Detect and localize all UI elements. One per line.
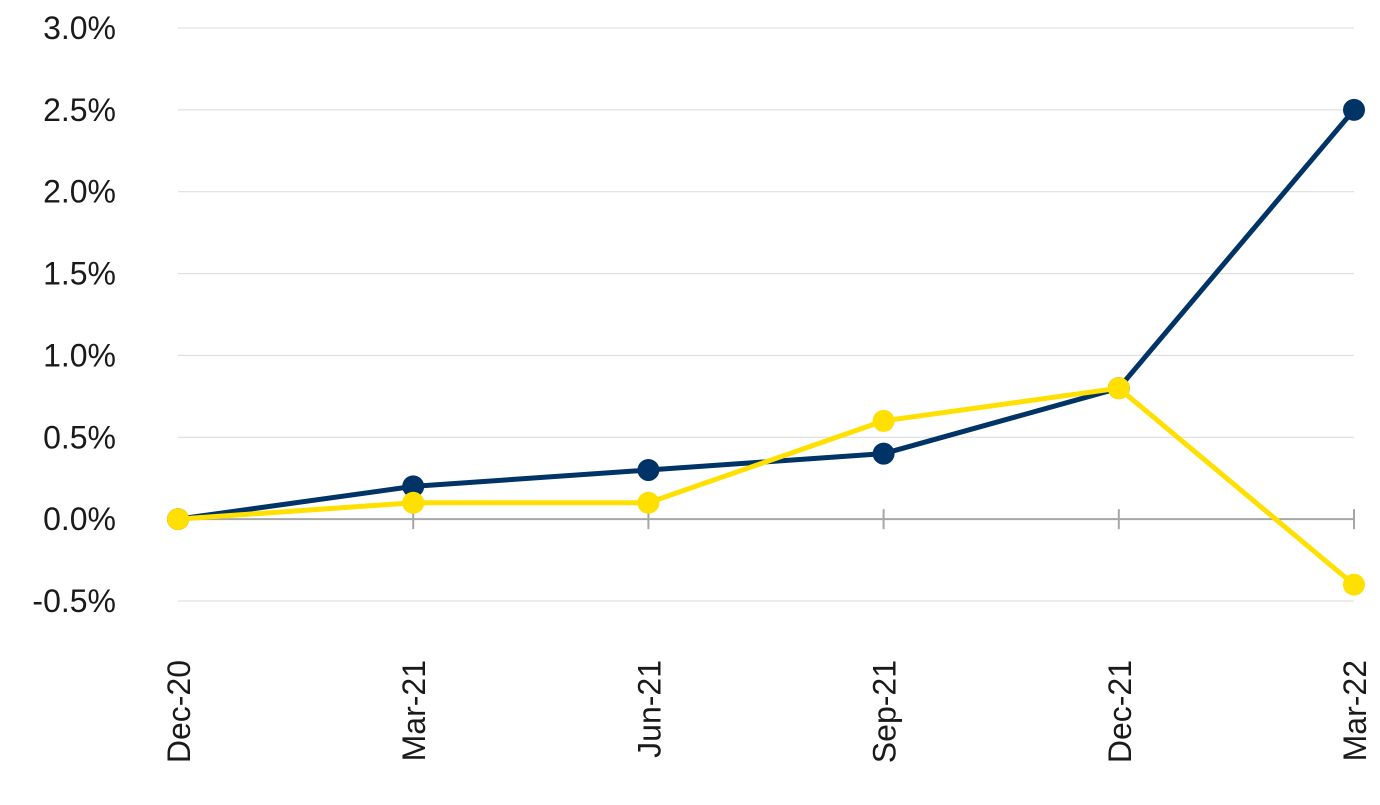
x-tick-label: Dec-20: [161, 660, 197, 763]
series-line: [175, 107, 1357, 522]
x-tick-label: Mar-21: [396, 660, 432, 761]
y-tick-label: 1.0%: [43, 337, 116, 373]
x-axis: [177, 509, 1355, 530]
y-tick-label: 2.5%: [43, 92, 116, 128]
data-point: [1107, 377, 1130, 400]
series-lines: [167, 98, 1365, 596]
data-point: [167, 508, 189, 531]
y-axis-tick-labels: 3.0% 2.5% 2.0% 1.5% 1.0% 0.5% 0.0% -0.5%: [32, 10, 116, 619]
series-2: [167, 377, 1365, 596]
data-point: [872, 442, 895, 465]
y-tick-label: 3.0%: [43, 10, 116, 46]
y-tick-label: 0.0%: [43, 501, 116, 537]
data-point: [402, 475, 425, 498]
data-point: [872, 409, 895, 432]
y-tick-label: 2.0%: [43, 174, 116, 210]
y-tick-label: 1.5%: [43, 256, 116, 292]
series-1: [167, 98, 1365, 531]
gridlines: [178, 27, 1354, 602]
x-tick-label: Dec-21: [1102, 660, 1138, 763]
data-point: [637, 459, 660, 482]
x-axis-tick-labels: Dec-20 Mar-21 Jun-21 Sep-21 Dec-21 Mar-22: [161, 660, 1373, 763]
x-tick-label: Sep-21: [867, 660, 903, 763]
y-tick-label: 0.5%: [43, 419, 116, 455]
data-point: [1343, 98, 1365, 121]
x-tick-label: Jun-21: [631, 660, 667, 758]
data-point: [1343, 573, 1365, 596]
y-tick-label: -0.5%: [32, 583, 116, 619]
series-line: [175, 385, 1357, 588]
x-tick-label: Mar-22: [1337, 660, 1373, 761]
data-point: [637, 491, 660, 514]
data-point: [402, 491, 425, 514]
